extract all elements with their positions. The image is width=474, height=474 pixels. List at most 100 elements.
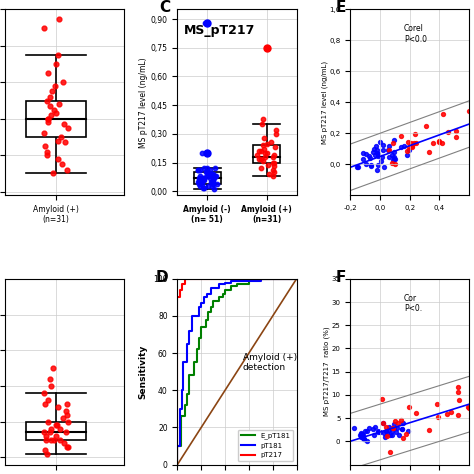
Point: [385, 142, 393, 150]
Point: [390, 424, 397, 432]
Point: [365, 153, 373, 160]
Point: [272, 130, 280, 138]
Text: C: C: [160, 0, 171, 15]
Point: [398, 132, 405, 140]
Bar: [26, 422, 86, 439]
Point: [452, 128, 459, 135]
Point: [259, 157, 267, 164]
Point: [205, 170, 212, 178]
Point: [58, 161, 65, 168]
Point: [63, 428, 70, 436]
Point: [209, 176, 216, 184]
Point: [388, 431, 396, 439]
Point: [385, 146, 393, 154]
Point: [376, 138, 384, 146]
Point: [391, 425, 398, 432]
Point: [195, 174, 202, 182]
Y-axis label: MS pT217 level (ng/mL): MS pT217 level (ng/mL): [139, 57, 148, 148]
Point: [210, 186, 218, 193]
Point: [465, 107, 473, 115]
Point: [53, 421, 61, 429]
Point: [398, 425, 405, 433]
Point: [390, 148, 398, 156]
Point: [211, 164, 219, 172]
Point: [410, 139, 418, 147]
Point: [46, 428, 54, 436]
Point: [44, 115, 52, 122]
Point: [408, 143, 415, 151]
Y-axis label: MS pT217 level (ng/mL): MS pT217 level (ng/mL): [321, 61, 328, 144]
Point: [385, 153, 392, 160]
Point: [200, 176, 207, 184]
Point: [353, 163, 360, 170]
Point: [394, 419, 401, 427]
Point: [258, 120, 266, 128]
Point: [390, 155, 398, 163]
Point: [199, 149, 206, 157]
Point: [390, 420, 398, 428]
Point: [258, 155, 265, 163]
Point: [46, 375, 54, 383]
Point: [380, 419, 387, 427]
Point: [47, 93, 55, 100]
Point: [379, 146, 387, 154]
Point: [201, 176, 208, 184]
Point: [254, 151, 261, 159]
Point: [210, 180, 217, 188]
Point: [360, 155, 367, 163]
Point: [395, 431, 403, 438]
Point: [270, 151, 278, 159]
Point: [380, 419, 387, 427]
Point: [196, 166, 203, 174]
Point: [195, 178, 203, 186]
Point: [391, 417, 399, 425]
Point: [43, 151, 51, 159]
Point: [194, 166, 202, 174]
Point: [47, 436, 55, 443]
Point: [429, 140, 437, 147]
Point: [47, 111, 55, 119]
Point: [209, 182, 216, 190]
Point: [374, 427, 382, 434]
Point: [263, 44, 271, 52]
Point: [444, 410, 451, 418]
Point: [397, 143, 405, 150]
Point: [40, 428, 48, 436]
Point: [360, 434, 367, 441]
Point: [213, 180, 220, 188]
Point: [204, 164, 211, 172]
Point: [374, 161, 382, 169]
Text: F: F: [336, 270, 346, 284]
Point: [41, 447, 48, 454]
Point: [367, 161, 374, 169]
Point: [200, 164, 208, 172]
Point: [378, 153, 385, 161]
Text: D: D: [156, 270, 169, 284]
Point: [269, 153, 277, 161]
Point: [208, 170, 215, 178]
Point: [260, 134, 268, 142]
Point: [203, 172, 210, 180]
Point: [52, 432, 59, 440]
Point: [434, 413, 442, 421]
Point: [361, 428, 369, 435]
Point: [405, 403, 412, 410]
Point: [453, 133, 460, 141]
Point: [64, 166, 71, 173]
Legend: E_pT181, pT181, pT217: E_pT181, pT181, pT217: [238, 430, 293, 461]
Point: [389, 156, 396, 164]
Point: [199, 184, 207, 191]
Point: [388, 427, 395, 434]
Point: [45, 69, 52, 77]
Point: [198, 180, 206, 188]
Point: [45, 118, 52, 126]
Point: [272, 144, 279, 151]
Point: [57, 133, 65, 141]
Point: [210, 178, 217, 186]
Point: [255, 155, 263, 163]
Point: [202, 168, 210, 176]
Point: [386, 448, 394, 456]
Y-axis label: Sensitivity: Sensitivity: [139, 345, 148, 399]
Y-axis label: MS pT217/T217  ratio (%): MS pT217/T217 ratio (%): [324, 327, 330, 417]
Point: [47, 382, 55, 390]
